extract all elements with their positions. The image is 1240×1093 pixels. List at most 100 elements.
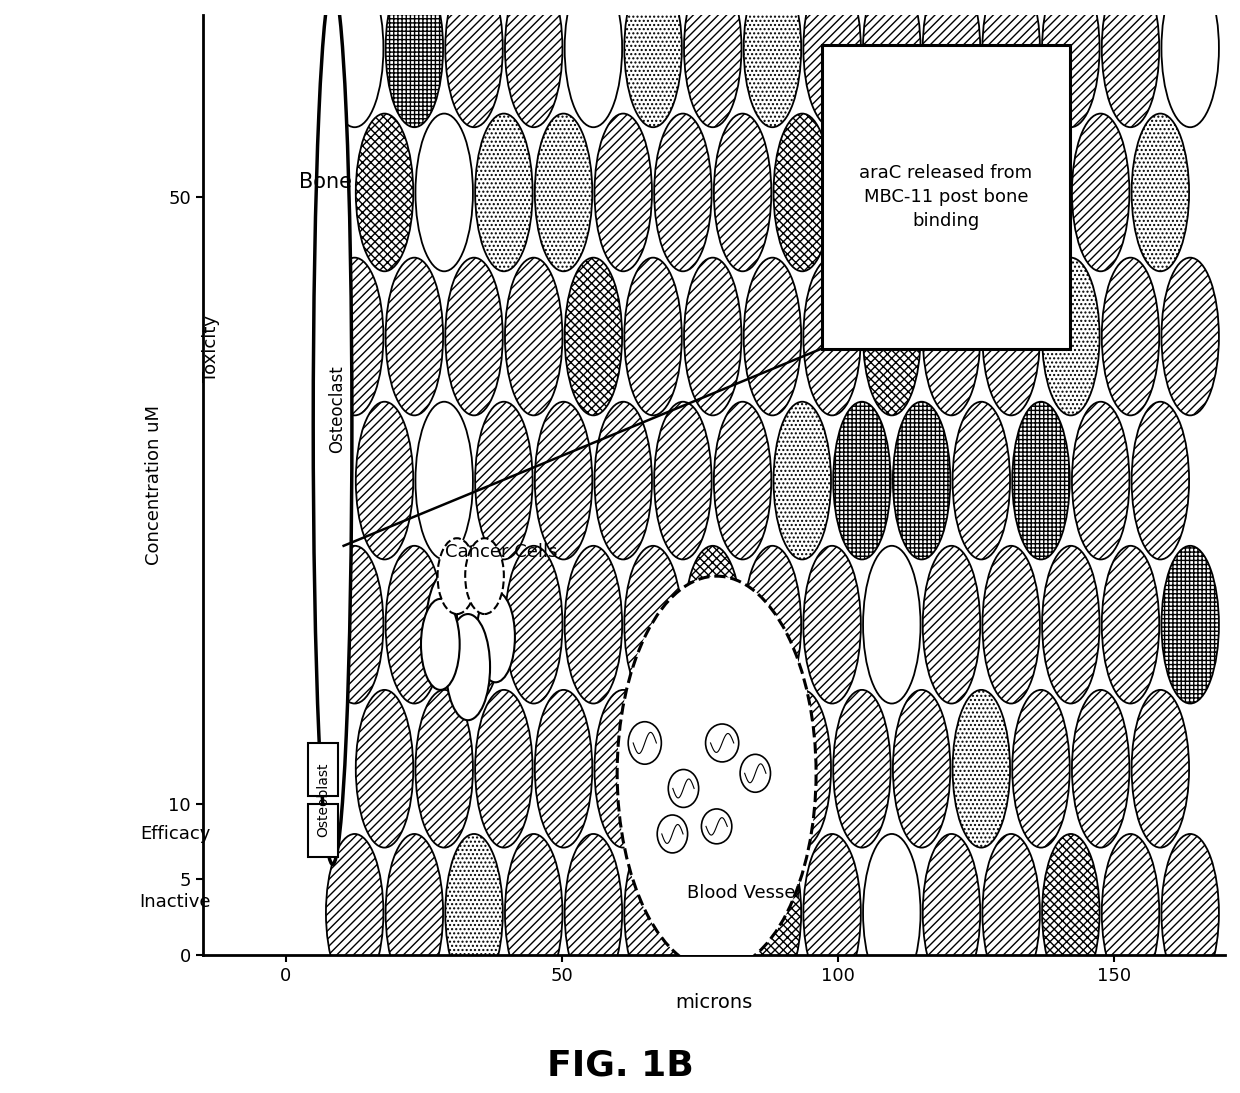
Ellipse shape (1042, 0, 1100, 127)
Ellipse shape (1132, 114, 1189, 271)
Ellipse shape (1012, 690, 1070, 847)
Ellipse shape (684, 258, 742, 415)
Ellipse shape (982, 834, 1040, 991)
Ellipse shape (422, 599, 460, 690)
Ellipse shape (714, 114, 771, 271)
Ellipse shape (594, 114, 652, 271)
Ellipse shape (1162, 258, 1219, 415)
Ellipse shape (740, 754, 770, 792)
Ellipse shape (1102, 545, 1159, 704)
Ellipse shape (476, 591, 515, 682)
Ellipse shape (1162, 834, 1219, 991)
Ellipse shape (655, 690, 712, 847)
Text: Inactive: Inactive (139, 893, 211, 912)
Ellipse shape (863, 0, 920, 127)
Ellipse shape (1162, 545, 1219, 704)
Ellipse shape (655, 402, 712, 560)
Ellipse shape (1012, 114, 1070, 271)
Ellipse shape (863, 545, 920, 704)
Ellipse shape (952, 114, 1011, 271)
Ellipse shape (438, 538, 476, 614)
Ellipse shape (863, 834, 920, 991)
Bar (822, 45, 1070, 349)
Ellipse shape (982, 545, 1040, 704)
Ellipse shape (445, 0, 502, 127)
Text: Bone: Bone (299, 172, 352, 192)
Ellipse shape (804, 834, 861, 991)
Ellipse shape (655, 114, 712, 271)
Ellipse shape (594, 402, 652, 560)
Ellipse shape (564, 0, 622, 127)
Ellipse shape (624, 545, 682, 704)
Ellipse shape (706, 724, 739, 762)
Ellipse shape (624, 258, 682, 415)
Ellipse shape (684, 0, 742, 127)
Y-axis label: Concentration uM: Concentration uM (145, 406, 162, 565)
Ellipse shape (952, 402, 1011, 560)
Ellipse shape (833, 690, 890, 847)
Ellipse shape (326, 834, 383, 991)
Ellipse shape (427, 568, 476, 674)
Ellipse shape (684, 834, 742, 991)
Ellipse shape (564, 258, 622, 415)
Ellipse shape (952, 690, 1011, 847)
Ellipse shape (702, 809, 732, 844)
Ellipse shape (668, 769, 698, 808)
Ellipse shape (564, 545, 622, 704)
Ellipse shape (505, 545, 563, 704)
Ellipse shape (1071, 114, 1130, 271)
Ellipse shape (833, 402, 890, 560)
Ellipse shape (386, 545, 443, 704)
Ellipse shape (923, 545, 980, 704)
Ellipse shape (534, 690, 593, 847)
Ellipse shape (804, 0, 861, 127)
Ellipse shape (356, 114, 413, 271)
Ellipse shape (386, 0, 443, 127)
Ellipse shape (1042, 258, 1100, 415)
Ellipse shape (1042, 545, 1100, 704)
Ellipse shape (456, 561, 501, 667)
Ellipse shape (564, 834, 622, 991)
Ellipse shape (475, 114, 533, 271)
Ellipse shape (1071, 402, 1130, 560)
Ellipse shape (1162, 0, 1219, 127)
Ellipse shape (445, 545, 502, 704)
Ellipse shape (833, 114, 890, 271)
Ellipse shape (505, 258, 563, 415)
Text: Efficacy: Efficacy (140, 825, 211, 843)
Ellipse shape (744, 834, 801, 991)
Ellipse shape (505, 834, 563, 991)
Ellipse shape (1042, 834, 1100, 991)
Text: FIG. 1B: FIG. 1B (547, 1048, 693, 1082)
Ellipse shape (982, 258, 1040, 415)
Ellipse shape (534, 402, 593, 560)
Ellipse shape (446, 614, 490, 720)
Ellipse shape (744, 545, 801, 704)
Ellipse shape (714, 402, 771, 560)
Ellipse shape (386, 258, 443, 415)
Ellipse shape (714, 690, 771, 847)
Ellipse shape (923, 834, 980, 991)
X-axis label: microns: microns (676, 994, 753, 1012)
Ellipse shape (475, 402, 533, 560)
Ellipse shape (1071, 690, 1130, 847)
Text: Toxicity: Toxicity (202, 315, 219, 383)
Ellipse shape (629, 721, 661, 764)
Ellipse shape (415, 402, 472, 560)
Ellipse shape (475, 690, 533, 847)
Text: Cancer Cells: Cancer Cells (445, 543, 557, 561)
Ellipse shape (893, 690, 950, 847)
Ellipse shape (863, 258, 920, 415)
Text: Blood Vessel: Blood Vessel (687, 884, 801, 902)
Ellipse shape (326, 258, 383, 415)
Ellipse shape (594, 690, 652, 847)
Text: Osteoblast: Osteoblast (316, 763, 330, 837)
Ellipse shape (445, 258, 502, 415)
Ellipse shape (1132, 690, 1189, 847)
Ellipse shape (505, 0, 563, 127)
Ellipse shape (386, 834, 443, 991)
Ellipse shape (804, 545, 861, 704)
Ellipse shape (326, 0, 383, 127)
Ellipse shape (415, 114, 472, 271)
Ellipse shape (1102, 834, 1159, 991)
